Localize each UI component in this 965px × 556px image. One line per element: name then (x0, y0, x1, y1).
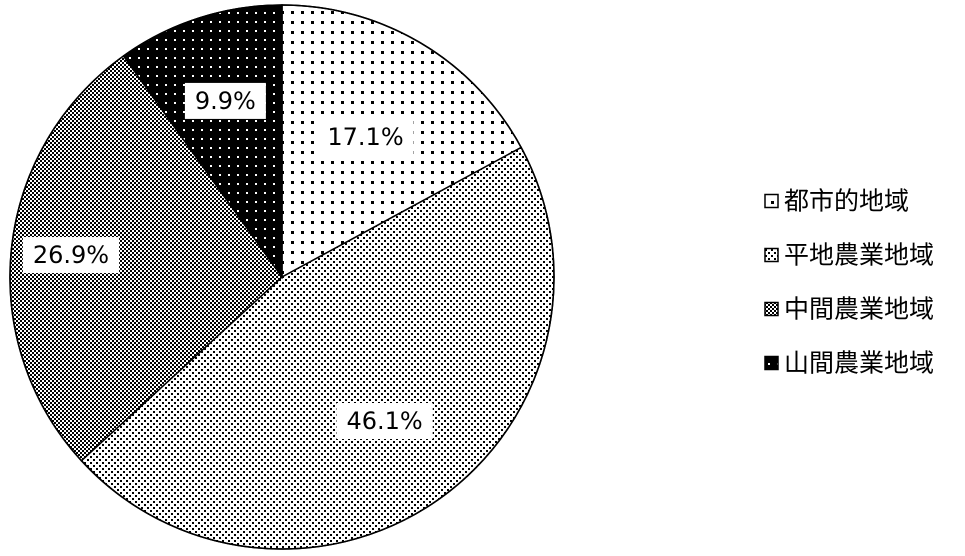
legend-label: 山間農業地域 (784, 349, 934, 378)
slice-label-background (317, 118, 414, 155)
slice-data-label: 26.9% (22, 237, 120, 274)
legend-item: 都市的地域 (764, 187, 909, 216)
slice-label-background (336, 403, 433, 440)
slice-label-background (22, 237, 120, 274)
pie-slices (9, 4, 555, 550)
legend-swatch (764, 355, 779, 371)
legend-label: 平地農業地域 (784, 241, 934, 270)
legend-item: 平地農業地域 (764, 241, 934, 270)
legend-swatch (764, 247, 779, 263)
legend-swatch (764, 301, 779, 317)
legend-label: 中間農業地域 (784, 295, 934, 324)
slice-data-label: 46.1% (336, 403, 433, 440)
legend-label: 都市的地域 (784, 187, 909, 216)
slice-label-background (184, 82, 266, 119)
slice-label-text: 17.1% (327, 123, 403, 151)
slice-data-label: 17.1% (317, 118, 414, 155)
legend-item: 中間農業地域 (764, 295, 934, 324)
slice-label-text: 46.1% (346, 407, 422, 435)
legend-swatch (764, 193, 779, 209)
legend-item: 山間農業地域 (764, 349, 934, 378)
slice-data-label: 9.9% (184, 82, 266, 119)
slice-label-text: 26.9% (33, 241, 109, 269)
slice-label-text: 9.9% (195, 87, 256, 115)
pie-data-labels: 17.1% 46.1% 26.9% 9.9% (22, 82, 433, 440)
pie-outline (9, 4, 555, 550)
